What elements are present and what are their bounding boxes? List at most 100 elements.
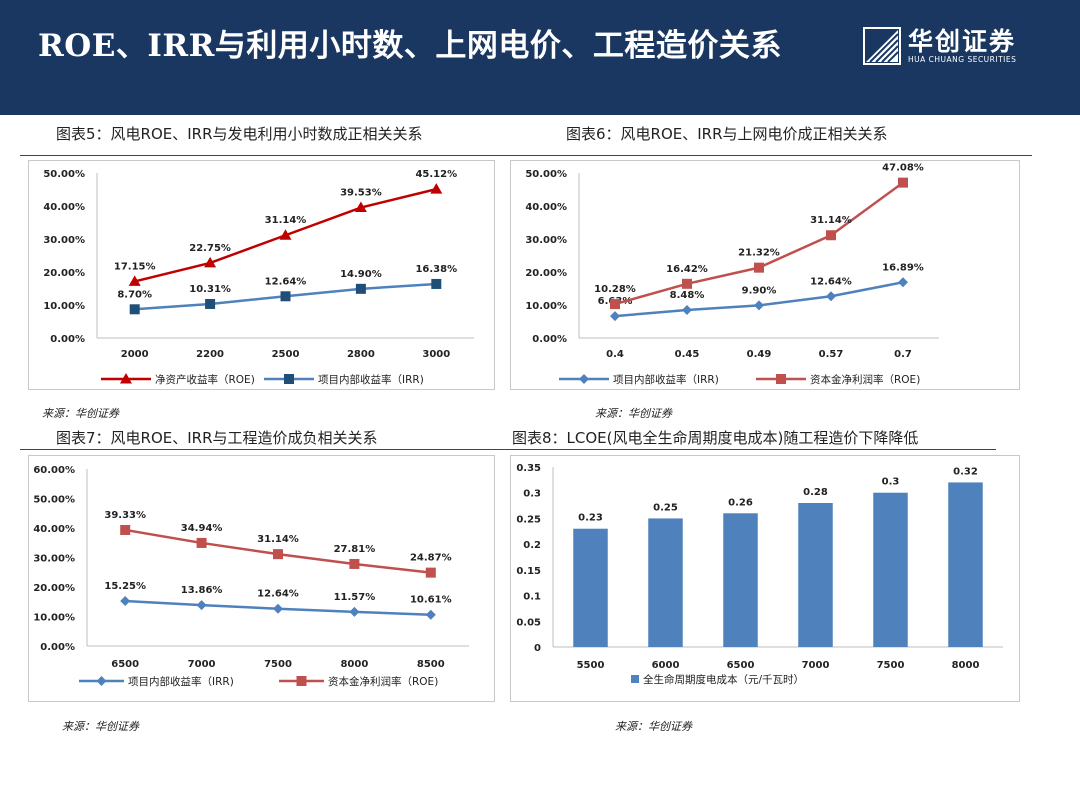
fig5-point — [430, 183, 443, 194]
fig5-point — [431, 278, 442, 289]
fig8-bar — [723, 513, 758, 647]
fig6-point — [754, 262, 764, 273]
fig6-data-label: 8.48% — [670, 290, 705, 301]
fig7-data-label: 39.33% — [104, 510, 146, 521]
brand-name: 华创证券 — [908, 27, 1017, 56]
fig5-point — [204, 256, 217, 268]
fig5-title: 图表5：风电ROE、IRR与发电利用小时数成正相关关系 — [56, 125, 423, 143]
fig6-data-label: 12.64% — [810, 276, 852, 287]
fig6-ytick: 0.00% — [532, 334, 567, 345]
fig7-ytick: 40.00% — [33, 524, 75, 535]
fig7-ytick: 10.00% — [33, 613, 75, 624]
fig6-ytick: 50.00% — [525, 169, 567, 180]
fig5-point — [205, 298, 216, 309]
fig7-data-label: 15.25% — [104, 581, 146, 592]
fig5-data-label: 14.90% — [340, 269, 382, 280]
fig5-ytick: 30.00% — [43, 235, 85, 246]
fig7-point — [425, 567, 436, 578]
fig5-xtick: 2200 — [196, 349, 224, 360]
fig8-ytick: 0.1 — [523, 592, 541, 603]
fig5-ytick: 40.00% — [43, 202, 85, 213]
fig6-data-label: 16.89% — [882, 262, 924, 273]
fig5-chart: 0.00% 10.00% 20.00% 30.00% 40.00% 50.00% 2000 2… — [43, 169, 474, 386]
fig7-ytick: 0.00% — [40, 642, 75, 653]
fig6-xtick: 0.4 — [606, 349, 624, 360]
fig7-point — [349, 606, 360, 617]
fig5-xtick: 2000 — [121, 349, 149, 360]
brand-logo-icon — [863, 27, 901, 65]
fig5-ytick: 50.00% — [43, 169, 85, 180]
header-banner: ROE、IRR与利用小时数、上网电价、工程造价关系 华创证券 HUA CHUAN… — [0, 0, 1080, 115]
fig8-data-label: 0.28 — [803, 487, 828, 498]
fig8-ytick: 0.3 — [523, 489, 541, 500]
fig7-legend-label: 项目内部收益率（IRR) — [128, 675, 234, 688]
fig7-xtick: 8500 — [417, 659, 445, 670]
fig7-xtick: 6500 — [111, 659, 139, 670]
fig7-panel: 0.00% 10.00% 20.00% 30.00% 40.00% 50.00% 60.00… — [28, 455, 495, 702]
fig6-legend-marker — [579, 374, 589, 384]
fig7-data-label: 13.86% — [181, 585, 223, 596]
fig7-point — [273, 549, 283, 560]
fig6-rule — [510, 155, 1032, 156]
fig6-source: 来源：华创证券 — [595, 407, 672, 420]
fig8-bar — [573, 528, 608, 647]
fig5-point — [280, 291, 291, 302]
fig7-data-label: 31.14% — [257, 534, 299, 545]
fig5-xtick: 2500 — [272, 349, 300, 360]
fig6-ytick: 20.00% — [525, 268, 567, 279]
fig5-point — [354, 201, 367, 213]
fig8-ytick: 0.2 — [523, 540, 541, 551]
fig6-data-label: 21.32% — [738, 248, 780, 259]
fig7-point — [196, 537, 207, 548]
fig7-data-label: 34.94% — [181, 523, 223, 534]
fig6-point — [682, 305, 692, 316]
fig6-point — [610, 311, 620, 322]
fig5-rule — [20, 155, 510, 156]
fig6-point — [826, 230, 836, 241]
fig6-data-label: 9.90% — [742, 285, 777, 296]
fig5-point — [128, 275, 141, 286]
fig8-xtick: 5500 — [577, 660, 605, 671]
fig5-ytick: 0.00% — [50, 334, 85, 345]
fig7-title: 图表7：风电ROE、IRR与工程造价成负相关关系 — [56, 429, 378, 447]
fig7-ytick: 30.00% — [33, 554, 75, 565]
fig8-source: 来源：华创证券 — [615, 720, 692, 733]
fig5-data-label: 22.75% — [189, 243, 231, 254]
fig7-chart: 0.00% 10.00% 20.00% 30.00% 40.00% 50.00% 60.00… — [33, 465, 469, 688]
fig6-ytick: 30.00% — [525, 235, 567, 246]
fig5-point — [129, 304, 140, 315]
fig7-legend-marker — [96, 676, 107, 686]
fig7-legend-label: 资本金净利润率（ROE) — [328, 675, 438, 688]
fig8-ytick: 0.35 — [516, 463, 541, 474]
fig7-point — [349, 558, 360, 569]
fig8-chart: 0 0.05 0.1 0.15 0.2 0.25 0.3 0.35 5500 6000 6500 70… — [516, 463, 1003, 686]
fig6-chart: 0.00% 10.00% 20.00% 30.00% 40.00% 50.00% 0.4 0.… — [525, 163, 939, 386]
fig8-data-label: 0.32 — [953, 466, 978, 477]
fig6-legend-label: 资本金净利润率（ROE) — [810, 373, 920, 386]
fig6-data-label: 47.08% — [882, 163, 924, 174]
fig6-legend-marker — [776, 374, 786, 384]
fig5-legend-label: 项目内部收益率（IRR) — [318, 373, 424, 386]
fig6-ytick: 40.00% — [525, 202, 567, 213]
fig8-ytick: 0.15 — [516, 566, 541, 577]
fig5-data-label: 31.14% — [265, 215, 307, 226]
fig7-data-label: 11.57% — [334, 592, 376, 603]
fig8-xtick: 7500 — [877, 660, 905, 671]
fig7-xtick: 8000 — [340, 659, 368, 670]
fig7-xtick: 7500 — [264, 659, 292, 670]
fig7-source: 来源：华创证券 — [62, 720, 139, 733]
fig5-ytick: 20.00% — [43, 268, 85, 279]
fig6-xtick: 0.45 — [675, 349, 700, 360]
fig7-ytick: 60.00% — [33, 465, 75, 476]
fig6-point — [682, 278, 692, 289]
fig8-xtick: 7000 — [802, 660, 830, 671]
fig5-xtick: 2800 — [347, 349, 375, 360]
fig8-ytick: 0 — [534, 643, 541, 654]
fig6-title: 图表6：风电ROE、IRR与上网电价成正相关关系 — [566, 125, 888, 143]
fig8-rule — [510, 449, 996, 450]
fig7-ytick: 20.00% — [33, 583, 75, 594]
fig8-data-label: 0.25 — [653, 502, 678, 513]
fig7-data-label: 12.64% — [257, 589, 299, 600]
fig7-rule — [20, 449, 510, 450]
fig8-xtick: 6500 — [727, 660, 755, 671]
